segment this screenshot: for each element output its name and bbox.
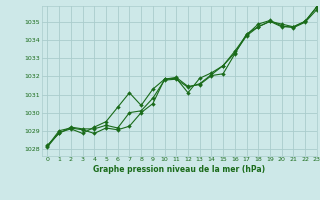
X-axis label: Graphe pression niveau de la mer (hPa): Graphe pression niveau de la mer (hPa) [93,165,265,174]
